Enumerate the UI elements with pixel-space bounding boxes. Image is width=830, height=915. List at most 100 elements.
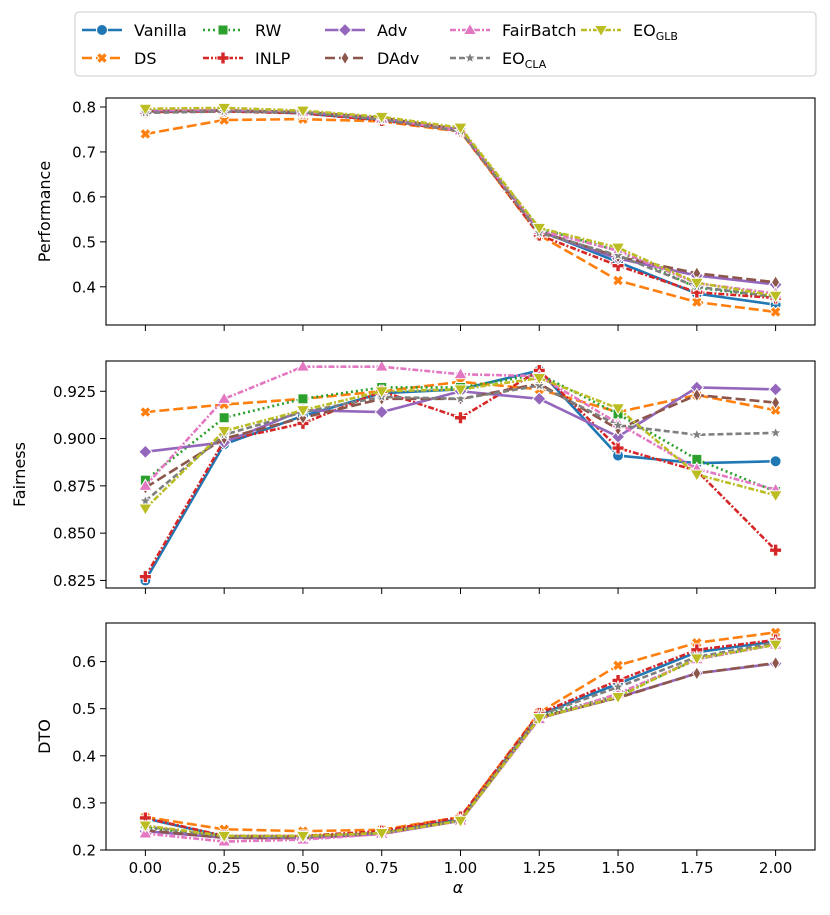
series-eo-glb [138,373,783,517]
data-point [531,373,547,386]
legend-entry-eo-glb: EOGLB [581,21,678,43]
data-point [531,713,547,726]
series-line [145,117,776,314]
data-point [297,393,309,405]
legend: Vanilla DS RW INLP Adv DAdv FairBatch EOCLA EOGL… [74,11,817,77]
data-point [138,570,152,584]
data-point [295,359,311,372]
data-point [218,412,230,424]
legend-label: RW [255,21,281,40]
series-eo-glb [138,102,783,304]
data-point [610,403,626,416]
data-point [531,222,547,236]
data-point [295,830,311,844]
data-point [453,391,468,405]
legend-label: EOGLB [633,21,678,43]
legend-entry-ds: DS [82,49,156,68]
y-tick-label: 0.900 [53,430,96,448]
data-point [138,478,153,491]
data-point [771,395,781,411]
y-tick-label: 0.5 [72,233,96,251]
x-tick-label: 1.25 [523,859,556,877]
y-tick-label: 0.3 [72,794,96,812]
data-point [216,830,232,844]
data-point [611,679,626,694]
data-point [453,815,468,829]
legend-marker [217,24,229,36]
legend-label: Adv [377,21,407,40]
legend-marker [216,51,230,65]
data-point [216,391,232,404]
plot-frame [105,360,816,589]
series-line [145,638,776,838]
x-axis-label: α [453,878,464,897]
data-point [374,386,390,399]
data-point [689,277,705,291]
series-line [145,643,776,838]
legend-entry-rw: RW [203,21,281,40]
legend-entry-fairbatch: FairBatch [450,21,577,40]
data-point [453,122,468,136]
x-tick-label: 1.50 [601,859,634,877]
data-point [216,102,232,116]
y-tick-label: 0.8 [72,98,96,116]
data-point [769,543,783,557]
y-tick-label: 0.925 [53,383,96,401]
y-tick-label: 0.4 [72,747,96,765]
x-tick-label: 2.00 [759,859,792,877]
legend-label: FairBatch [502,21,577,40]
x-tick-label: 1.75 [680,859,713,877]
data-point [138,103,153,117]
legend-entry-adv: Adv [325,21,407,40]
data-point [689,427,704,441]
legend-marker [96,24,108,36]
y-axis-label: DTO [35,719,54,754]
plot-frame [105,97,816,326]
data-point [139,405,152,419]
dto-panel: 0.2 0.3 0.4 0.5 0.6 0.00 0.25 0.50 0.75 1.00 1.25 1… [35,622,816,877]
legend-marker [337,22,353,38]
series-line [144,369,777,578]
x-tick-label: 0.25 [207,859,240,877]
data-point [138,503,153,517]
legend-entry-vanilla: Vanilla [82,21,187,40]
data-point [768,425,783,439]
series-line [145,640,776,839]
x-tick-label: 0.50 [286,859,319,877]
data-point [768,290,783,304]
y-tick-label: 0.6 [72,188,96,206]
series-ds [139,626,782,838]
y-tick-label: 0.6 [72,653,96,671]
legend-marker [340,50,350,66]
y-tick-label: 0.2 [72,842,96,860]
y-axis-label: Performance [35,161,54,262]
data-point [611,441,625,455]
y-tick-label: 0.4 [72,278,96,296]
data-point [769,305,782,319]
data-point [768,639,783,653]
y-tick-label: 0.7 [72,143,96,161]
data-point [139,127,152,141]
x-tick-label: 0.75 [365,859,398,877]
data-point [692,665,702,681]
data-point [771,655,781,671]
legend-marker [593,25,609,38]
data-point [374,359,390,372]
data-point [692,387,702,403]
y-axis-label: Fairness [10,442,29,507]
data-point [611,417,626,432]
data-point [690,295,703,309]
performance-panel: 0.4 0.5 0.6 0.7 0.8 Performance [35,97,816,331]
legend-label: DAdv [377,49,419,68]
data-point [295,405,311,418]
data-point [218,113,231,127]
data-point [295,105,311,119]
plot-frame [105,622,816,851]
legend-label: INLP [255,49,291,68]
legend-entry-dadv: DAdv [325,49,419,68]
data-point [532,391,547,407]
series-line [145,641,776,839]
data-point [610,242,626,256]
data-point [610,691,626,705]
y-tick-label: 0.825 [53,572,96,590]
